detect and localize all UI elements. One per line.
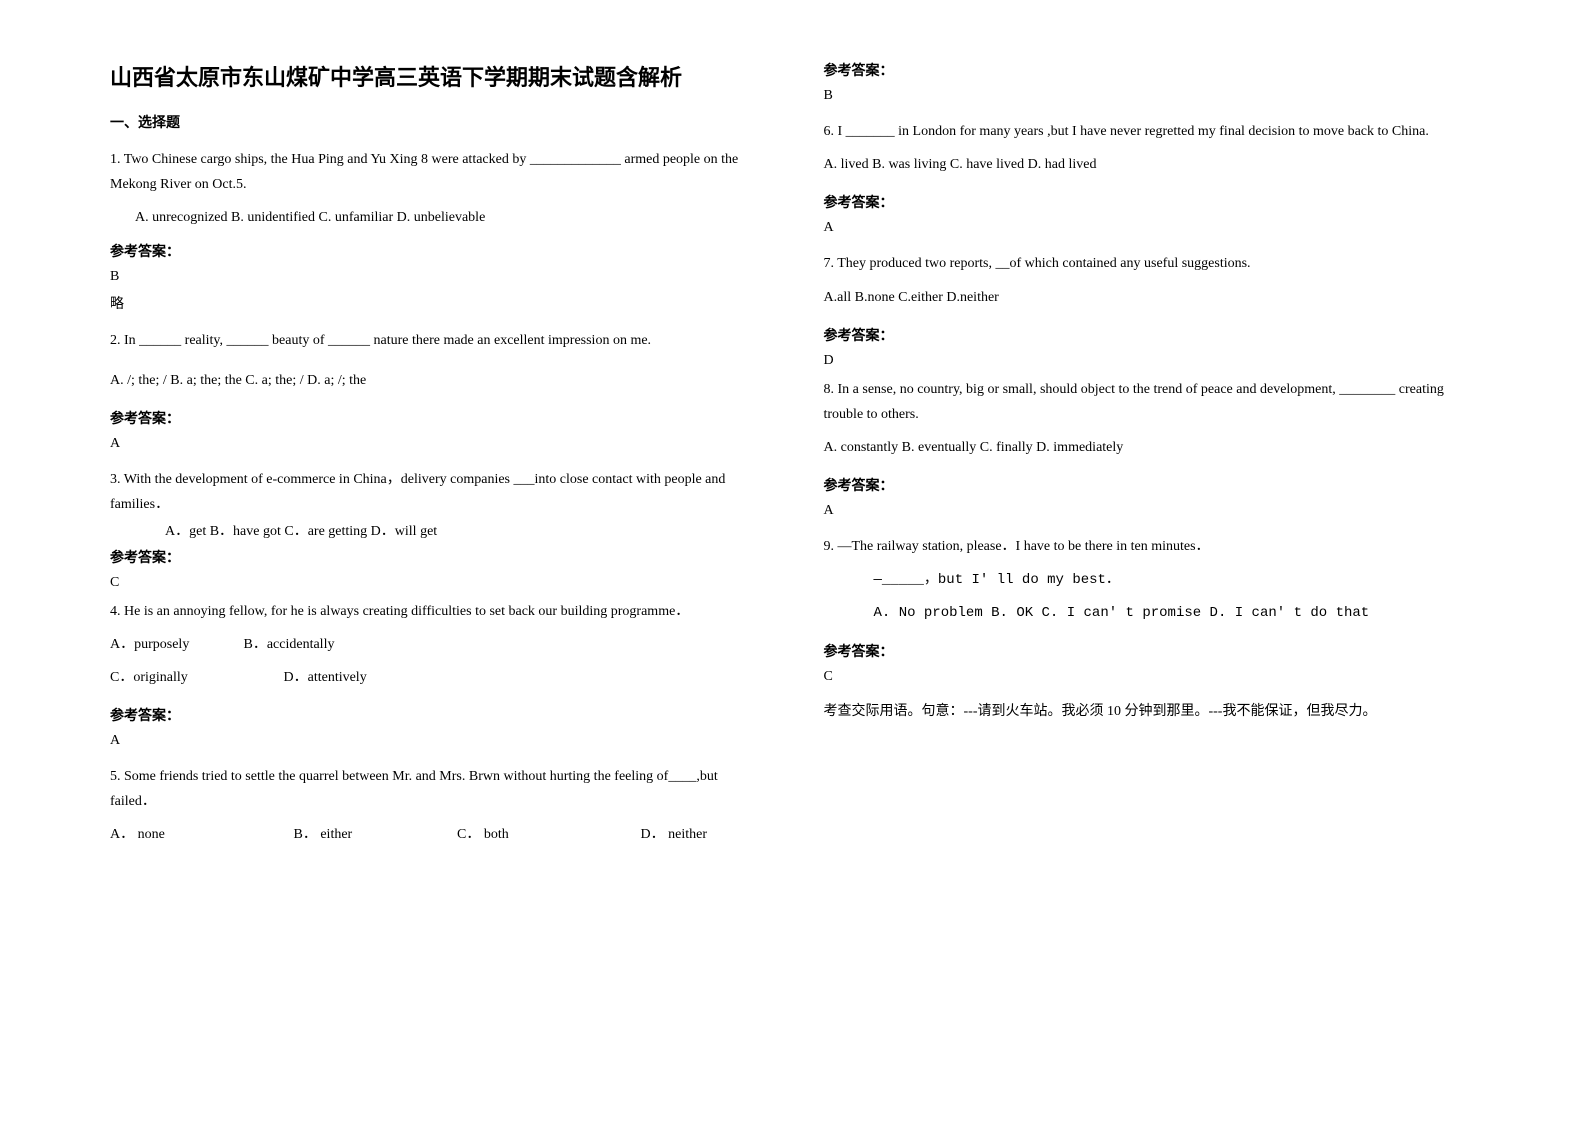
answer-label-3: 参考答案： — [110, 547, 764, 567]
question-9-options: A. No problem B. OK C. I can' t promise … — [874, 601, 1478, 626]
answer-label-6: 参考答案： — [824, 192, 1478, 212]
question-9-text1: 9. —The railway station, please．I have t… — [824, 534, 1478, 559]
q5-optB: B． either — [294, 822, 454, 847]
answer-label-8: 参考答案： — [824, 475, 1478, 495]
question-2-answer: A — [110, 436, 764, 452]
question-6-answer: A — [824, 220, 1478, 236]
question-7-options: A.all B.none C.either D.neither — [824, 285, 1478, 310]
question-6-text: 6. I _______ in London for many years ,b… — [824, 119, 1478, 144]
question-5-text: 5. Some friends tried to settle the quar… — [110, 764, 764, 814]
q4-optB: B．accidentally — [244, 632, 335, 657]
question-7-text: 7. They produced two reports, __of which… — [824, 251, 1478, 276]
answer-label-2: 参考答案： — [110, 408, 764, 428]
question-5-options: A． none B． either C． both D． neither — [110, 822, 764, 847]
q5-optA: A． none — [110, 822, 290, 847]
question-8-options: A. constantly B. eventually C. finally D… — [824, 435, 1478, 460]
question-7-answer: D — [824, 353, 1478, 369]
question-8-text: 8. In a sense, no country, big or small,… — [824, 377, 1478, 427]
question-1-text: 1. Two Chinese cargo ships, the Hua Ping… — [110, 147, 764, 197]
question-4-text: 4. He is an annoying fellow, for he is a… — [110, 599, 764, 624]
question-9-explain: 考查交际用语。句意：---请到火车站。我必须 10 分钟到那里。---我不能保证… — [824, 700, 1478, 720]
question-4-answer: A — [110, 733, 764, 749]
answer-label-1: 参考答案： — [110, 241, 764, 261]
question-4-options-line2: C．originally D．attentively — [110, 665, 764, 690]
question-4-options-line1: A．purposely B．accidentally — [110, 632, 764, 657]
answer-label-4: 参考答案： — [110, 705, 764, 725]
question-3-text: 3. With the development of e-commerce in… — [110, 467, 764, 517]
q4-optD: D．attentively — [284, 665, 367, 690]
question-3-answer: C — [110, 575, 764, 591]
section-header: 一、选择题 — [110, 112, 764, 132]
question-5-answer: B — [824, 88, 1478, 104]
question-2-text: 2. In ______ reality, ______ beauty of _… — [110, 328, 764, 353]
question-1-options: A. unrecognized B. unidentified C. unfam… — [135, 205, 764, 230]
question-6-options: A. lived B. was living C. have lived D. … — [824, 152, 1478, 177]
question-1-answer: B — [110, 269, 764, 285]
answer-label-9: 参考答案： — [824, 641, 1478, 661]
q5-optD: D． neither — [641, 822, 707, 847]
q4-optC: C．originally — [110, 665, 280, 690]
question-1-explain: 略 — [110, 293, 764, 313]
q5-optC: C． both — [457, 822, 637, 847]
question-9-text2: —_____，but I' ll do my best． — [874, 568, 1478, 593]
question-8-answer: A — [824, 503, 1478, 519]
question-2-options: A. /; the; / B. a; the; the C. a; the; /… — [110, 368, 764, 393]
page-title: 山西省太原市东山煤矿中学高三英语下学期期末试题含解析 — [110, 60, 764, 92]
answer-label-5: 参考答案： — [824, 60, 1478, 80]
question-9-answer: C — [824, 669, 1478, 685]
answer-label-7: 参考答案： — [824, 325, 1478, 345]
question-3-options: A．get B．have got C．are getting D．will ge… — [165, 519, 764, 544]
q4-optA: A．purposely — [110, 632, 240, 657]
